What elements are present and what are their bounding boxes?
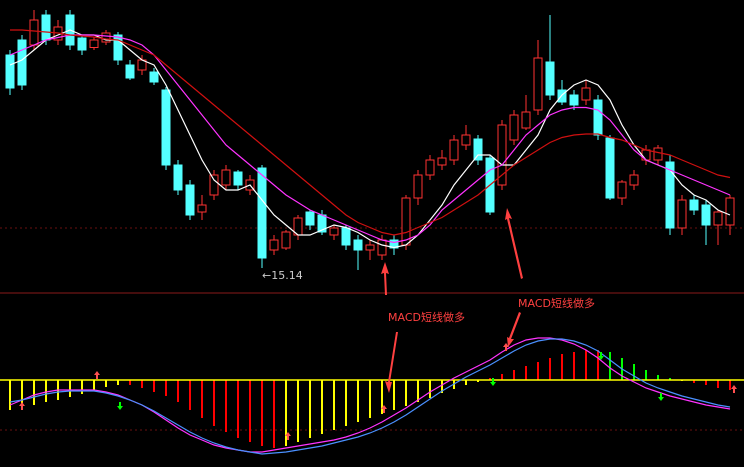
candle-body: [425, 159, 435, 176]
candle-body: [593, 99, 603, 136]
sell-signal: [117, 402, 123, 410]
candle-body: [401, 197, 411, 246]
candle-body: [5, 54, 15, 89]
candle-body: [257, 167, 267, 259]
signal-arrows: [19, 343, 737, 440]
price-panel: ←15.14: [5, 10, 735, 282]
candle-body: [197, 204, 207, 213]
candle-body: [113, 34, 123, 61]
candle-body: [17, 39, 27, 86]
indicator-line: [9, 34, 731, 244]
candle-body: [221, 169, 231, 186]
buy-signal: [94, 371, 100, 379]
candle-body: [533, 57, 543, 111]
annotation: MACD短线做多: [388, 310, 465, 324]
candle-body: [497, 124, 507, 186]
candle-body: [605, 137, 615, 199]
indicator-line: [9, 29, 731, 249]
candle-body: [353, 239, 363, 251]
candle-body: [581, 87, 591, 101]
candle-body: [365, 244, 375, 251]
candle-body: [125, 64, 135, 79]
candle-body: [521, 111, 531, 129]
sell-signal: [658, 393, 664, 401]
candle-body: [629, 174, 639, 186]
candle-body: [185, 184, 195, 216]
buy-signal: [731, 385, 737, 393]
candle-body: [725, 197, 735, 226]
candle-body: [209, 174, 219, 196]
candle-body: [545, 61, 555, 96]
candle-body: [665, 161, 675, 229]
callout-arrow: [507, 312, 521, 347]
candle-body: [677, 199, 687, 229]
candle-body: [233, 171, 243, 186]
candle-body: [149, 71, 159, 83]
candle-body: [569, 94, 579, 106]
candle-body: [461, 134, 471, 146]
sell-signal: [598, 352, 604, 360]
candle-body: [269, 239, 279, 251]
candle-body: [473, 138, 483, 161]
buy-signal: [381, 405, 387, 413]
candle-body: [101, 32, 111, 43]
candle-body: [173, 164, 183, 191]
candle-body: [713, 211, 723, 226]
candle-body: [281, 231, 291, 249]
candle-body: [653, 147, 663, 161]
candle-body: [41, 14, 51, 41]
callout-arrow: [381, 262, 389, 295]
buy-signal: [19, 402, 25, 410]
candle-body: [329, 227, 339, 236]
indicator-line: [10, 29, 731, 236]
candle-body: [377, 239, 387, 256]
candle-body: [449, 139, 459, 161]
buy-signal: [503, 343, 509, 351]
annotation: MACD短线做多: [518, 296, 595, 310]
candle-body: [161, 89, 171, 166]
candle-body: [89, 39, 99, 48]
candle-body: [689, 199, 699, 211]
callout-arrow: [505, 208, 523, 279]
candle-body: [557, 89, 567, 103]
candle-body: [701, 204, 711, 226]
callout-arrow: [385, 332, 398, 393]
candle-body: [305, 211, 315, 226]
buy-signal: [285, 432, 291, 440]
sell-signal: [490, 378, 496, 386]
candle-body: [29, 19, 39, 46]
candle-body: [617, 181, 627, 199]
candle-body: [341, 227, 351, 246]
macd-panel: [0, 337, 744, 455]
candle-body: [509, 114, 519, 141]
candle-body: [437, 157, 447, 166]
candle-body: [413, 174, 423, 199]
candle-body: [641, 149, 651, 161]
low-label: ←15.14: [262, 269, 303, 282]
indicator-line: [9, 338, 731, 455]
candle-body: [77, 37, 87, 51]
callout-arrows: [381, 208, 523, 393]
